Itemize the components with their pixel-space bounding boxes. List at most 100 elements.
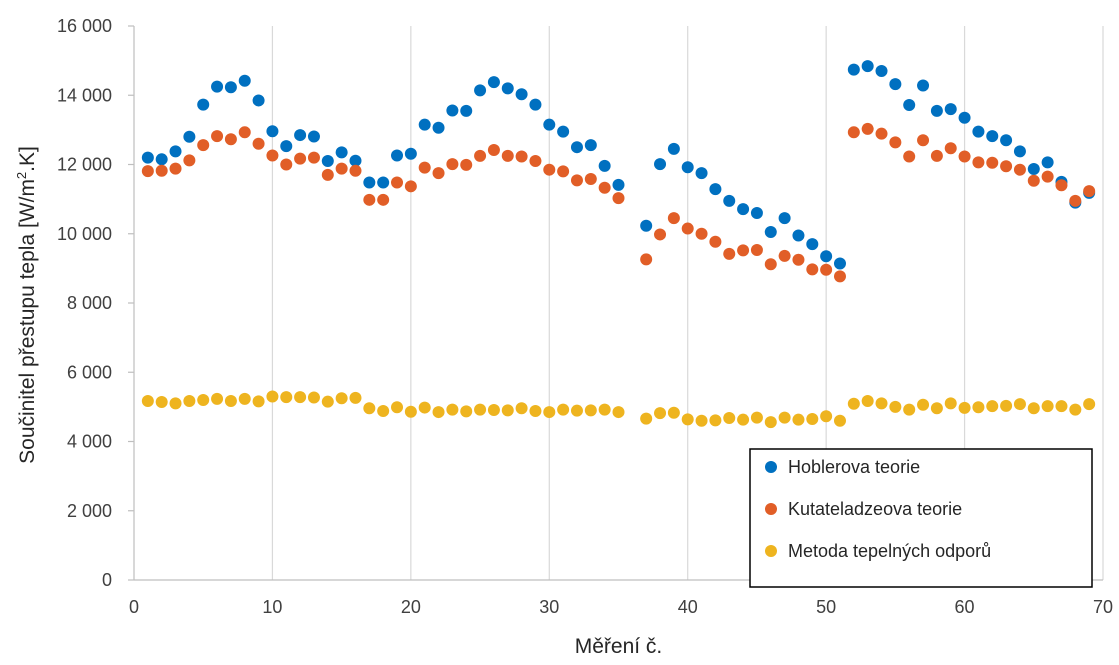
data-point: [681, 413, 694, 426]
data-point: [460, 405, 473, 418]
data-point: [487, 76, 500, 89]
legend-marker: [765, 461, 777, 473]
data-point: [294, 152, 307, 165]
data-point: [958, 150, 971, 163]
data-point: [778, 212, 791, 225]
data-point: [197, 98, 210, 111]
data-point: [307, 391, 320, 404]
data-point: [418, 118, 431, 131]
data-point: [667, 406, 680, 419]
data-point: [238, 74, 251, 87]
data-point: [501, 82, 514, 95]
data-point: [501, 149, 514, 162]
data-point: [238, 392, 251, 405]
data-point: [294, 129, 307, 142]
data-point: [1083, 398, 1096, 411]
data-point: [1041, 170, 1054, 183]
data-point: [446, 403, 459, 416]
data-point: [792, 413, 805, 426]
y-tick-label: 14 000: [57, 85, 112, 105]
legend-marker: [765, 503, 777, 515]
data-point: [792, 229, 805, 242]
data-point: [889, 136, 902, 149]
data-point: [141, 394, 154, 407]
data-point: [252, 137, 265, 150]
legend-label: Hoblerova teorie: [788, 457, 920, 477]
data-point: [764, 226, 777, 239]
legend-marker: [765, 545, 777, 557]
x-tick-label: 40: [678, 597, 698, 617]
data-points: [141, 60, 1096, 429]
data-point: [972, 401, 985, 414]
data-point: [792, 253, 805, 266]
data-point: [806, 238, 819, 251]
data-point: [612, 178, 625, 191]
data-point: [474, 403, 487, 416]
data-point: [820, 263, 833, 276]
data-point: [432, 406, 445, 419]
data-point: [224, 133, 237, 146]
data-point: [598, 403, 611, 416]
data-point: [211, 392, 224, 405]
data-point: [944, 397, 957, 410]
data-point: [570, 404, 583, 417]
data-point: [557, 403, 570, 416]
data-point: [418, 161, 431, 174]
data-point: [155, 396, 168, 409]
data-point: [861, 122, 874, 135]
y-tick-label: 2 000: [67, 501, 112, 521]
series-2: [141, 122, 1096, 283]
data-point: [889, 78, 902, 91]
data-point: [820, 410, 833, 423]
data-point: [1000, 134, 1013, 147]
data-point: [695, 167, 708, 180]
x-tick-labels: 0 10 20 30 40 50 60 70: [129, 597, 1113, 617]
y-tick-label: 6 000: [67, 362, 112, 382]
series-1: [141, 60, 1096, 270]
data-point: [778, 411, 791, 424]
data-point: [280, 391, 293, 404]
data-point: [584, 173, 597, 186]
series-3: [141, 390, 1096, 429]
data-point: [349, 164, 362, 177]
data-point: [917, 134, 930, 147]
y-axis-title: Součinitel přestupu tepla [W/m2.K]: [14, 146, 39, 464]
data-point: [986, 156, 999, 169]
data-point: [723, 247, 736, 260]
data-point: [391, 401, 404, 414]
data-point: [1013, 145, 1026, 158]
data-point: [750, 206, 763, 219]
data-point: [875, 65, 888, 78]
data-point: [833, 414, 846, 427]
x-tick-label: 0: [129, 597, 139, 617]
data-point: [529, 98, 542, 111]
y-tick-label: 16 000: [57, 16, 112, 36]
data-point: [404, 147, 417, 160]
data-point: [944, 142, 957, 155]
data-point: [474, 84, 487, 97]
data-point: [1069, 403, 1082, 416]
data-point: [958, 111, 971, 124]
y-tick-label: 10 000: [57, 224, 112, 244]
y-axis-title-superscript: 2: [14, 172, 29, 179]
data-point: [211, 80, 224, 93]
data-point: [363, 176, 376, 189]
data-point: [598, 181, 611, 194]
data-point: [1069, 194, 1082, 207]
data-point: [543, 406, 556, 419]
data-point: [737, 203, 750, 216]
data-point: [764, 258, 777, 271]
data-point: [432, 167, 445, 180]
data-point: [889, 400, 902, 413]
data-point: [709, 235, 722, 248]
data-point: [501, 404, 514, 417]
data-point: [654, 228, 667, 241]
data-point: [529, 405, 542, 418]
data-point: [377, 405, 390, 418]
y-axis-title-main: Součinitel přestupu tepla [W/m: [16, 179, 39, 464]
data-point: [972, 125, 985, 138]
data-point: [903, 98, 916, 111]
data-point: [432, 121, 445, 134]
data-point: [930, 149, 943, 162]
